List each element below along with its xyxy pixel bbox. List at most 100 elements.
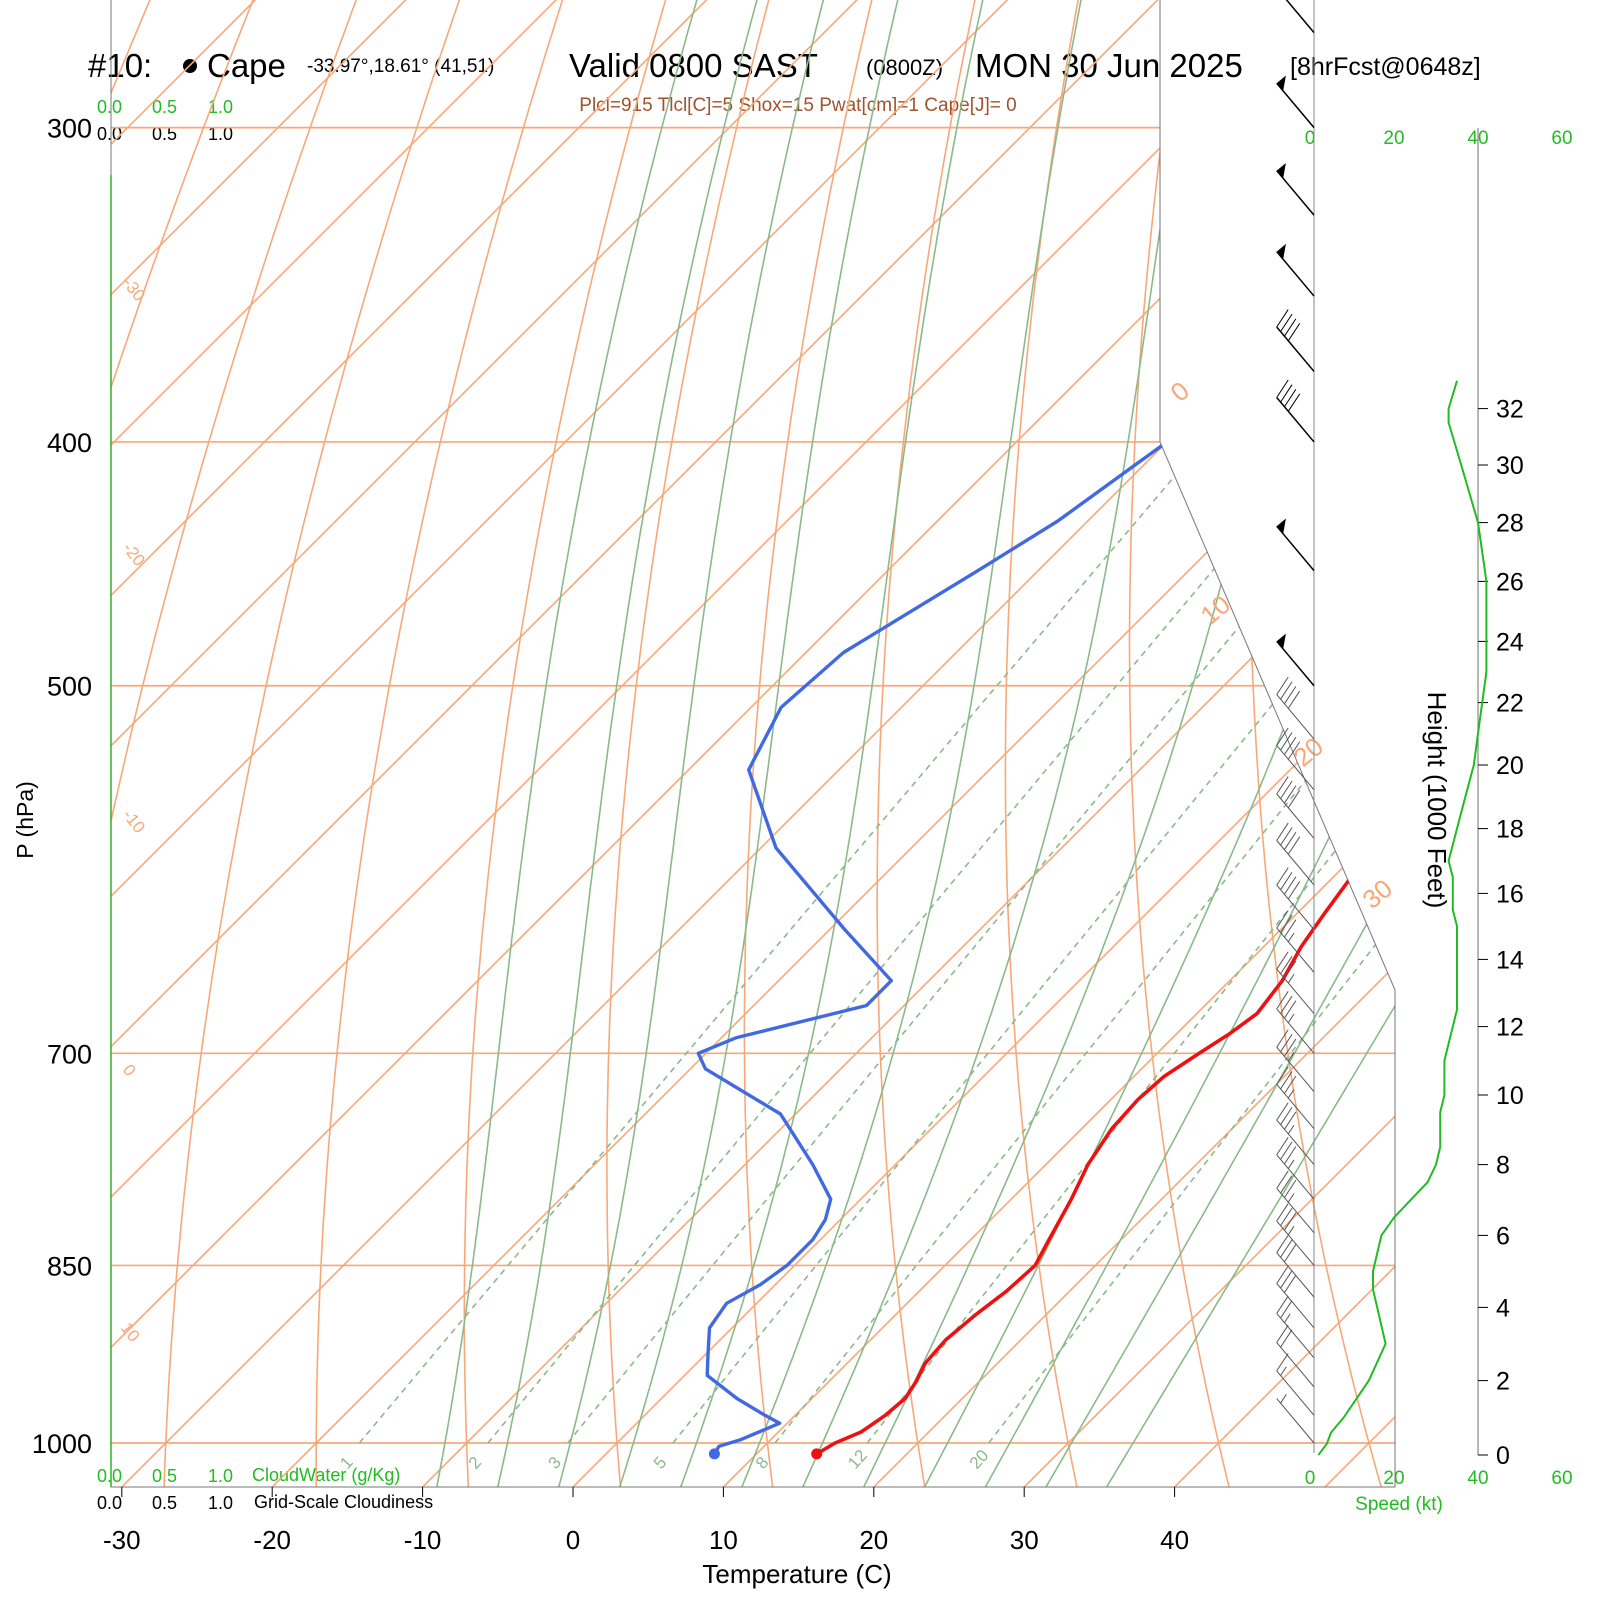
wind-barb-half-flag — [1287, 1089, 1295, 1099]
station-id: #10: — [88, 47, 152, 84]
pressure-tick-label: 850 — [47, 1251, 92, 1281]
wind-barb-staff — [1276, 884, 1315, 930]
wind-barb-flag — [1276, 1295, 1289, 1314]
wind-barb — [1276, 633, 1315, 687]
height-tick-label: 24 — [1496, 628, 1524, 656]
wind-barb — [1276, 379, 1315, 443]
height-tick-label: 22 — [1496, 690, 1524, 718]
wind-barb-staff — [1276, 1398, 1315, 1444]
dry-adiabat-line — [315, 0, 602, 1488]
isotherm-line — [111, 0, 1395, 1488]
wind-barb-staff — [1276, 397, 1315, 443]
wind-barb — [1276, 727, 1315, 791]
wind-barb-flag — [1280, 313, 1293, 332]
height-tick-label: 28 — [1496, 510, 1524, 538]
speed-tick: 0 — [1305, 1468, 1316, 1489]
wind-barb — [1276, 162, 1315, 216]
height-tick-label: 6 — [1496, 1222, 1510, 1250]
wind-barb-flag — [1284, 1212, 1297, 1231]
wind-barb-flag — [1284, 318, 1297, 337]
cloudiness-tick: 1.0 — [208, 1493, 233, 1513]
wind-barb-staff — [1276, 840, 1315, 886]
wind-barb-flag — [1276, 822, 1289, 841]
mixing-ratio-line — [566, 441, 1394, 1444]
cloud-water-tick: 1.0 — [208, 97, 233, 117]
mixing-ratio-line — [988, 441, 1395, 1444]
wind-barb — [1276, 1203, 1315, 1266]
cloud-water-tick: 0.0 — [97, 97, 122, 117]
dry-adiabat-label: 10 — [117, 1319, 144, 1346]
moist-adiabat-line — [733, 0, 1096, 1488]
wind-barb-flag — [1280, 1034, 1293, 1053]
isotherm-line — [863, 0, 1395, 1488]
temperature-tick-label: 0 — [566, 1525, 580, 1555]
speed-tick: 60 — [1551, 128, 1572, 149]
wind-barb — [1276, 1295, 1315, 1359]
dewpoint-surface-point — [708, 1448, 720, 1460]
wind-barb-pennant — [1276, 518, 1286, 534]
dry-adiabat-label: -10 — [119, 806, 149, 837]
wind-barb-half-flag — [1287, 973, 1295, 984]
moist-adiabat-line — [1094, 0, 1395, 1488]
height-tick-label: 30 — [1496, 452, 1524, 480]
cloudiness-scale-bottom: 0.0 0.5 1.0 Grid-Scale Cloudiness — [97, 1492, 433, 1513]
speed-tick: 0 — [1305, 128, 1316, 149]
wind-barb — [1276, 822, 1315, 886]
wind-barb-staff — [1276, 1313, 1315, 1359]
speed-tick: 40 — [1467, 1468, 1488, 1489]
wind-barb-flag — [1287, 323, 1301, 342]
wind-barb-flag — [1284, 686, 1297, 705]
wind-barb-flag — [1280, 732, 1293, 751]
dry-adiabat-label: 0 — [119, 1061, 140, 1080]
dry-adiabat-label: 10 — [1195, 589, 1236, 631]
wind-barb-half-flag — [1280, 1394, 1287, 1404]
height-tick-label: 0 — [1496, 1442, 1510, 1470]
sounding-profiles — [696, 12, 1395, 1460]
isotherm-line — [111, 0, 673, 1488]
speed-axis-label: Speed (kt) — [1355, 1494, 1443, 1515]
mixing-ratio-label: 20 — [966, 1446, 993, 1473]
wind-barb-flag — [1287, 836, 1301, 855]
pressure-tick-label: 300 — [47, 114, 92, 144]
wind-barb — [1276, 1394, 1315, 1444]
height-tick-label: 12 — [1496, 1014, 1524, 1042]
wind-barb — [1276, 1353, 1315, 1416]
wind-barb-flag — [1284, 831, 1297, 850]
wind-barb-flag — [1284, 1274, 1297, 1293]
wind-barb-staff — [1276, 1046, 1315, 1092]
moist-adiabat-line — [1033, 0, 1395, 1488]
isotherm-line — [262, 0, 1395, 1488]
height-tick-label: 4 — [1496, 1294, 1510, 1322]
moist-adiabat-line — [672, 0, 1000, 1488]
wind-panel — [1276, 0, 1488, 1456]
wind-barb-staff — [1276, 927, 1315, 973]
pressure-tick-label: 500 — [47, 672, 92, 702]
wind-barb-flag — [1280, 956, 1293, 975]
height-tick-label: 32 — [1496, 396, 1524, 424]
wind-barb-half-flag — [1287, 1159, 1295, 1169]
wind-barb — [1276, 309, 1315, 372]
height-axis-label: Height (1000 Feet) — [1422, 692, 1452, 909]
mixing-ratio-label: 5 — [650, 1453, 670, 1473]
x-axis-label: Temperature (C) — [702, 1559, 891, 1589]
moist-adiabat-line — [492, 0, 778, 1488]
dry-adiabat-line — [111, 0, 302, 1488]
isotherm-line — [1164, 0, 1395, 1488]
dry-adiabat-line — [111, 0, 402, 1488]
wind-barb — [1276, 910, 1315, 973]
wind-barb-staff — [1276, 525, 1315, 572]
wind-barb-staff — [1276, 793, 1315, 839]
wind-barb-flag — [1276, 1203, 1289, 1222]
isotherm-line — [412, 0, 1395, 1488]
wind-barb — [1276, 1324, 1315, 1388]
wind-barb-staff — [1276, 640, 1315, 687]
isotherm-line — [111, 0, 824, 1488]
wind-barb-staff — [1276, 1252, 1315, 1298]
cloudiness-tick: 0.0 — [97, 1493, 122, 1513]
moist-adiabat-line — [432, 0, 719, 1488]
moist-adiabat-line — [973, 0, 1395, 1488]
cloud-water-tick: 1.0 — [208, 1466, 233, 1486]
mixing-ratio-line — [487, 441, 1322, 1444]
